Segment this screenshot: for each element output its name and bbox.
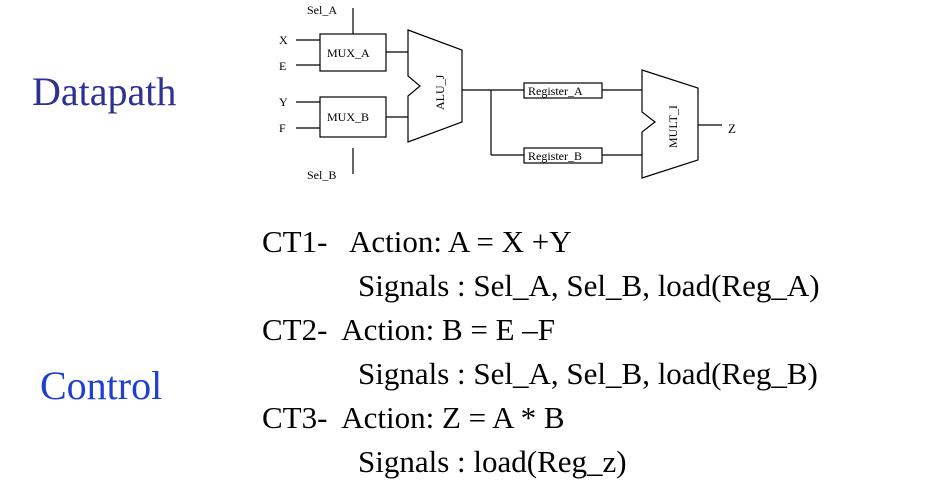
alu-shape <box>407 29 463 143</box>
mux-b-text: MUX_B <box>327 110 369 124</box>
mult-text: MULT_I <box>666 105 680 148</box>
sel-b-text: Sel_B <box>307 168 336 182</box>
z-text: Z <box>728 121 736 136</box>
register-b-box <box>523 147 603 164</box>
mux-a-box <box>319 33 387 72</box>
f-text: F <box>279 121 286 135</box>
alu-text: ALU_J <box>433 74 447 110</box>
register-a-text: Register_A <box>528 84 583 98</box>
ct3-action: CT3- Action: Z = A * B <box>262 400 565 435</box>
datapath-diagram: Sel_A Sel_B X E Y F MUX_A MUX_B ALU_J Re… <box>279 3 736 182</box>
mux-a-text: MUX_A <box>327 46 370 60</box>
register-a-box <box>523 82 603 99</box>
register-b-text: Register_B <box>528 149 582 163</box>
mux-b-box <box>319 96 387 138</box>
mult-shape <box>641 69 699 179</box>
ct2-signals: Signals : Sel_A, Sel_B, load(Reg_B) <box>358 356 818 391</box>
x-text: X <box>279 33 288 47</box>
diagram-wires <box>296 8 722 174</box>
ct1-signals: Signals : Sel_A, Sel_B, load(Reg_A) <box>358 268 820 303</box>
control-label: Control <box>40 363 163 408</box>
ct1-action: CT1- Action: A = X +Y <box>262 224 572 259</box>
e-text: E <box>279 59 286 73</box>
ct3-signals: Signals : load(Reg_z) <box>358 444 627 479</box>
sel-a-text: Sel_A <box>307 3 337 17</box>
y-text: Y <box>279 95 288 109</box>
datapath-label: Datapath <box>32 69 177 114</box>
ct2-action: CT2- Action: B = E –F <box>262 312 556 347</box>
